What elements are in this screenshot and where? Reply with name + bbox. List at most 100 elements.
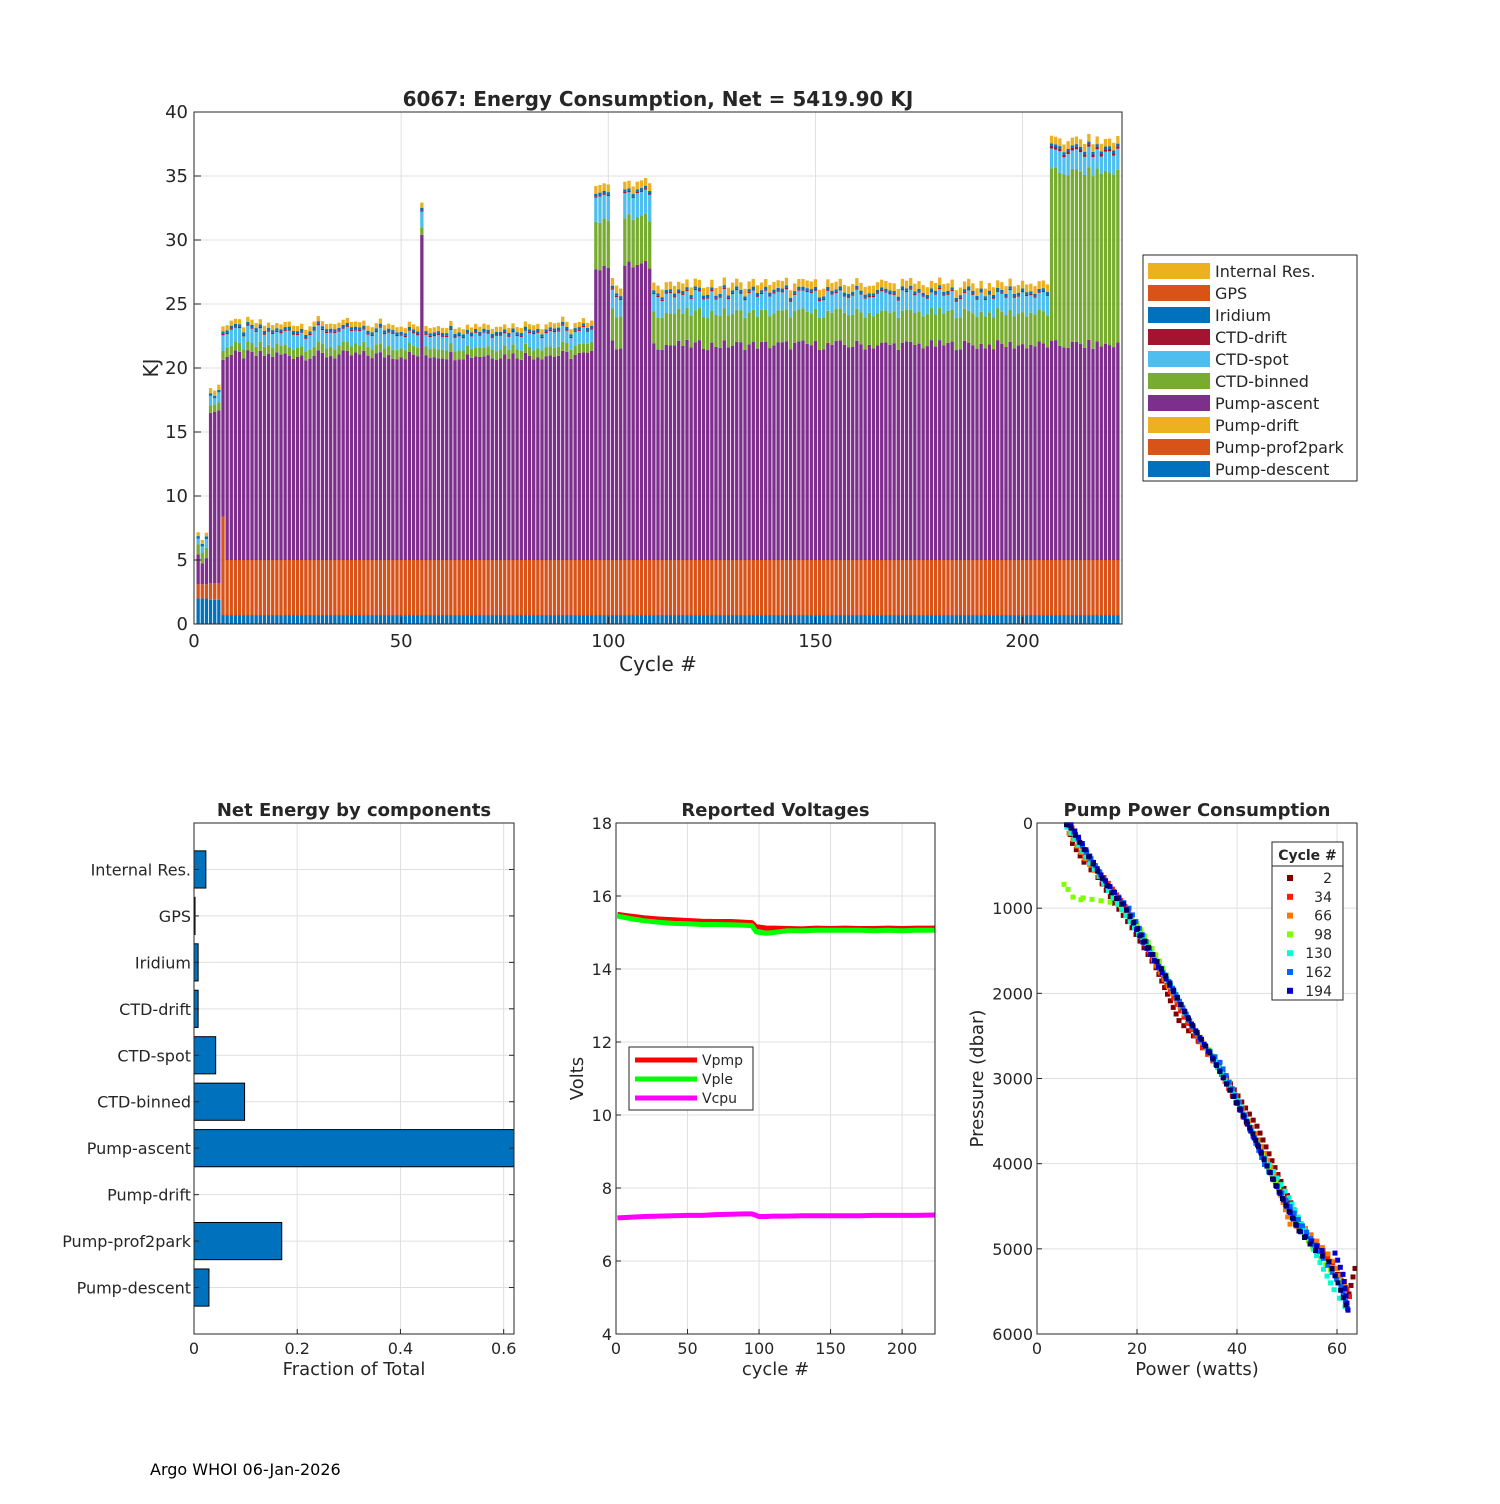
energy-bar-segment <box>271 560 275 616</box>
energy-bar-segment <box>747 281 751 290</box>
energy-bar-segment <box>1049 340 1054 560</box>
energy-bar-segment <box>271 615 275 624</box>
pump-point <box>1072 832 1078 838</box>
voltage-xtick-label: 0 <box>611 1339 621 1358</box>
energy-bar-cycle <box>370 327 374 624</box>
energy-bar-segment <box>1045 284 1050 293</box>
energy-bar-segment <box>254 346 258 356</box>
energy-bar-segment <box>983 298 987 301</box>
energy-bar-segment <box>333 349 337 359</box>
energy-bar-segment <box>1025 295 1029 317</box>
energy-bar-segment <box>498 334 503 336</box>
energy-bar-segment <box>345 325 349 327</box>
energy-bar-segment <box>896 615 900 624</box>
energy-bar-cycle <box>225 325 229 624</box>
energy-bar-segment <box>349 560 354 616</box>
energy-bar-segment <box>896 300 900 318</box>
energy-bar-segment <box>382 615 387 624</box>
energy-bar-segment <box>1016 292 1021 296</box>
energy-bar-segment <box>1025 284 1029 293</box>
energy-bar-cycle <box>730 282 735 624</box>
energy-bar-cycle <box>196 532 200 624</box>
energy-bar-segment <box>606 184 610 193</box>
energy-bar-segment <box>747 615 751 624</box>
energy-bar-segment <box>838 286 842 290</box>
energy-bar-segment <box>979 280 983 289</box>
energy-legend-swatch <box>1148 329 1210 345</box>
energy-bar-segment <box>842 560 847 616</box>
energy-bar-segment <box>747 291 751 293</box>
energy-bar-segment <box>486 333 490 347</box>
energy-bar-segment <box>271 334 275 349</box>
energy-bar-segment <box>722 285 726 288</box>
energy-bar-segment <box>747 344 751 560</box>
pump-point <box>1347 1294 1352 1300</box>
energy-bar-cycle <box>991 287 996 624</box>
energy-bar-segment <box>474 347 478 357</box>
energy-bar-segment <box>801 279 805 287</box>
energy-bar-segment <box>440 358 445 560</box>
energy-ytick-label: 25 <box>165 294 188 315</box>
energy-bar-segment <box>652 282 656 291</box>
pump-point <box>1178 1002 1184 1008</box>
energy-bar-segment <box>1037 560 1041 616</box>
pump-point <box>1316 1246 1322 1252</box>
energy-bar-segment <box>685 279 689 288</box>
energy-bar-segment <box>279 332 283 334</box>
energy-legend-swatch <box>1148 351 1210 367</box>
energy-bar-segment <box>358 345 362 355</box>
energy-bar-segment <box>353 352 358 560</box>
energy-bar-segment <box>610 560 615 616</box>
energy-bar-segment <box>457 560 461 616</box>
energy-bar-segment <box>710 291 714 311</box>
energy-bar-segment <box>880 291 884 311</box>
energy-bar-segment <box>407 329 412 331</box>
energy-bar-segment <box>320 321 325 327</box>
components-title: Net Energy by components <box>217 800 491 821</box>
energy-bar-segment <box>975 615 979 624</box>
energy-bar-segment <box>1099 560 1103 616</box>
energy-bar-segment <box>880 279 884 288</box>
energy-bar-segment <box>822 560 826 616</box>
energy-bar-segment <box>337 560 341 616</box>
energy-bar-segment <box>217 410 221 584</box>
energy-bar-cycle <box>469 327 474 624</box>
energy-bar-segment <box>349 330 354 347</box>
energy-bar-segment <box>258 341 262 351</box>
energy-bar-segment <box>387 355 391 560</box>
energy-bar-segment <box>590 350 594 560</box>
energy-bar-segment <box>237 319 242 325</box>
energy-bar-segment <box>1016 560 1021 616</box>
energy-bar-segment <box>573 322 577 329</box>
energy-bar-segment <box>1025 560 1029 616</box>
energy-bar-segment <box>594 560 598 616</box>
energy-bar-segment <box>772 281 776 290</box>
energy-bar-segment <box>585 327 590 331</box>
energy-bar-segment <box>237 615 242 624</box>
energy-bar-cycle <box>411 324 416 624</box>
energy-bar-segment <box>581 323 586 326</box>
energy-bar-segment <box>233 323 238 327</box>
components-xtick-label: 0.4 <box>388 1339 413 1358</box>
energy-bar-segment <box>863 615 867 624</box>
energy-bar-segment <box>1074 149 1079 170</box>
energy-legend-label: CTD-drift <box>1215 328 1287 347</box>
energy-bar-segment <box>445 333 449 336</box>
energy-bar-segment <box>1074 615 1079 624</box>
pump-point <box>1340 1295 1346 1301</box>
energy-bar-segment <box>482 560 486 616</box>
energy-bar-segment <box>1112 150 1116 154</box>
pump-point <box>1325 1251 1331 1257</box>
energy-bar-segment <box>333 331 337 334</box>
energy-bar-segment <box>461 334 465 337</box>
energy-bar-segment <box>540 615 544 624</box>
energy-bar-segment <box>279 333 283 346</box>
pump-point <box>1350 1274 1356 1280</box>
energy-bar-segment <box>1041 560 1045 616</box>
energy-bar-segment <box>515 349 519 359</box>
energy-bar-segment <box>681 615 685 624</box>
energy-bar-segment <box>942 291 946 295</box>
energy-bar-segment <box>498 560 503 616</box>
energy-bar-segment <box>830 344 834 560</box>
